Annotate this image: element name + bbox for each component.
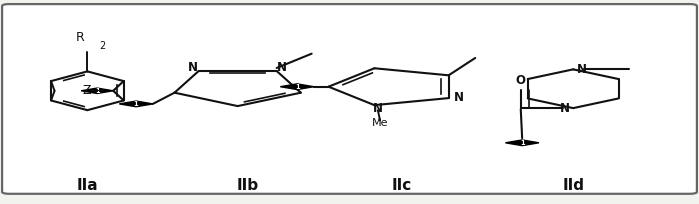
FancyBboxPatch shape [2,4,697,194]
Polygon shape [81,88,113,93]
Text: 1: 1 [95,88,99,94]
Polygon shape [280,84,314,90]
Text: IIa: IIa [77,178,98,193]
Text: 1: 1 [134,101,138,107]
Text: N: N [454,91,464,104]
Text: N: N [188,61,198,74]
Polygon shape [505,140,539,146]
Text: 1: 1 [520,140,524,146]
Text: IIb: IIb [237,178,259,193]
Text: N: N [373,102,383,115]
Text: 2: 2 [100,41,106,51]
Text: IId: IId [562,178,584,193]
Text: N: N [577,63,586,76]
Text: Me: Me [372,119,388,129]
Text: O: O [516,74,526,87]
Text: N: N [278,61,287,74]
Text: 1: 1 [295,84,299,90]
Text: Z—: Z— [82,84,103,97]
Text: R: R [76,31,85,44]
Text: IIc: IIc [392,178,412,193]
Polygon shape [120,101,153,107]
Text: N: N [560,102,570,115]
